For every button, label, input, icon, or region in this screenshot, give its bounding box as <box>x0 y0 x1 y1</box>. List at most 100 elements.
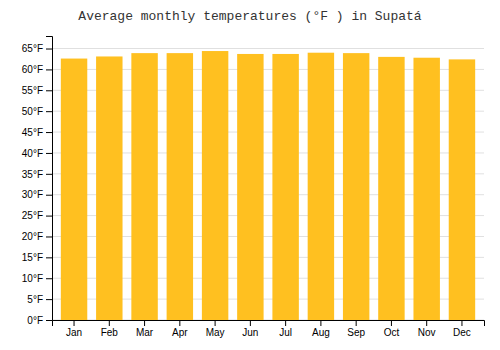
tick-mark <box>426 320 427 326</box>
tick-mark <box>46 90 52 91</box>
tick-label: Jan <box>66 327 82 338</box>
tick-label: 15°F <box>22 252 43 263</box>
tick: 10°F <box>22 273 52 284</box>
tick: 55°F <box>22 85 52 96</box>
tick-label: Sep <box>347 327 365 338</box>
title: Average monthly temperatures (°F ) in Su… <box>78 9 421 24</box>
tick-mark <box>46 69 52 70</box>
tick: 45°F <box>22 127 52 138</box>
tick: Nov <box>418 320 436 338</box>
tick: 5°F <box>27 294 52 305</box>
tick-mark <box>109 320 110 326</box>
tick-label: 10°F <box>22 273 43 284</box>
tick-mark <box>46 49 52 50</box>
tick-label: Jul <box>279 327 292 338</box>
tick-mark <box>74 320 75 326</box>
tick-mark <box>46 257 52 258</box>
tick-mark <box>46 195 52 196</box>
tick: Jan <box>66 320 82 338</box>
tick-mark <box>320 320 321 326</box>
grid-line <box>52 48 484 49</box>
tick: 65°F <box>22 43 52 54</box>
bar <box>413 58 439 320</box>
tick-label: 35°F <box>22 169 43 180</box>
tick-label: Jun <box>242 327 258 338</box>
grid <box>52 49 484 320</box>
bar <box>449 59 475 320</box>
tick-mark <box>356 320 357 326</box>
tick-mark <box>46 236 52 237</box>
tick-label: Oct <box>384 327 400 338</box>
bar <box>61 59 87 320</box>
tick-label: Mar <box>136 327 154 338</box>
tick-mark <box>179 320 180 326</box>
tick-mark <box>46 320 52 321</box>
axis-line <box>46 37 53 321</box>
tick: May <box>206 320 225 338</box>
tick: Jun <box>242 320 258 338</box>
bar <box>308 53 334 320</box>
tick-mark <box>250 320 251 326</box>
tick-mark <box>215 320 216 326</box>
tick: Oct <box>384 320 400 338</box>
tick: 30°F <box>22 189 52 200</box>
bar <box>378 57 404 320</box>
bar <box>131 53 157 320</box>
tick-label: 20°F <box>22 231 43 242</box>
axis-line <box>53 321 485 327</box>
tick-mark <box>46 111 52 112</box>
bar <box>96 56 122 320</box>
x-axis: Jan Feb Mar Apr May Jun Jul Aug Sep Oct Nov Dec <box>53 320 485 338</box>
tick-label: Aug <box>312 327 330 338</box>
tick-label: 0°F <box>27 315 43 326</box>
tick-mark <box>46 299 52 300</box>
tick-label: 45°F <box>22 127 43 138</box>
tick: Dec <box>453 320 471 338</box>
tick-label: 25°F <box>22 210 43 221</box>
tick: 60°F <box>22 64 52 75</box>
tick: Feb <box>101 320 119 338</box>
tick: Apr <box>172 320 188 338</box>
tick-label: 40°F <box>22 148 43 159</box>
tick-label: 50°F <box>22 106 43 117</box>
tick: 50°F <box>22 106 52 117</box>
tick-mark <box>46 153 52 154</box>
tick-label: Nov <box>418 327 436 338</box>
tick: Sep <box>347 320 365 338</box>
plot: Jan Feb Mar Apr May Jun Jul Aug Sep Oct Nov Dec 0°F 5… <box>22 37 485 339</box>
tick-mark <box>46 278 52 279</box>
tick: 20°F <box>22 231 52 242</box>
bar <box>343 53 369 320</box>
tick-label: 55°F <box>22 85 43 96</box>
tick-label: 30°F <box>22 189 43 200</box>
tick-label: Feb <box>101 327 119 338</box>
tick: Aug <box>312 320 330 338</box>
tick-label: Dec <box>453 327 471 338</box>
y-axis: 0°F 5°F 10°F 15°F 20°F 25°F 30°F 35°F 40°F 45°F 50… <box>22 37 53 326</box>
tick: 40°F <box>22 148 52 159</box>
tick-mark <box>461 320 462 326</box>
tick: 25°F <box>22 210 52 221</box>
tick-label: Apr <box>172 327 188 338</box>
tick-label: 5°F <box>27 294 43 305</box>
tick: 15°F <box>22 252 52 263</box>
tick-label: May <box>206 327 225 338</box>
bar <box>167 53 193 320</box>
tick: Mar <box>136 320 154 338</box>
tick: 35°F <box>22 169 52 180</box>
tick-mark <box>46 216 52 217</box>
tick-mark <box>46 174 52 175</box>
tick: Jul <box>279 320 292 338</box>
bar <box>272 54 298 320</box>
chart: Average monthly temperatures (°F ) in Su… <box>0 0 500 350</box>
bar <box>202 51 228 320</box>
tick-mark <box>46 132 52 133</box>
tick-label: 60°F <box>22 64 43 75</box>
bar <box>237 54 263 320</box>
tick-mark <box>391 320 392 326</box>
tick-mark <box>144 320 145 326</box>
tick-label: 65°F <box>22 43 43 54</box>
tick: 0°F <box>27 315 52 326</box>
bars <box>61 51 475 320</box>
tick-mark <box>285 320 286 326</box>
